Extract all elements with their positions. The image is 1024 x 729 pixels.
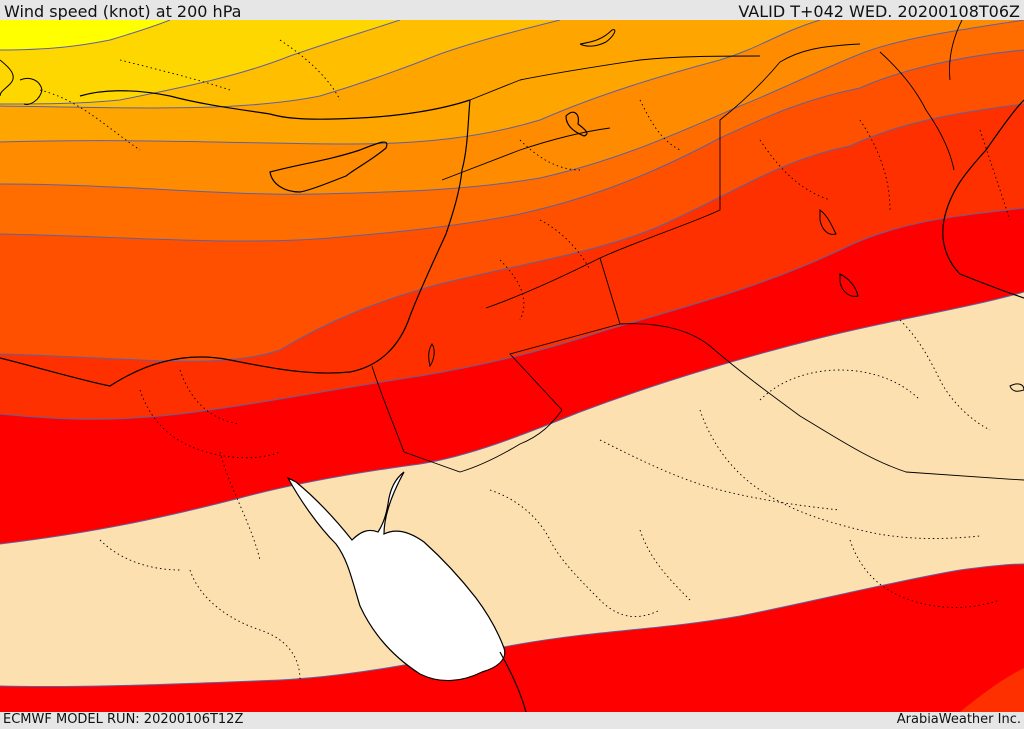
province-boundary — [99, 539, 301, 681]
weather-map — [0, 20, 1024, 712]
province-boundary — [639, 529, 1001, 608]
valid-time: VALID T+042 WED. 20200108T06Z — [738, 2, 1020, 21]
map-title: Wind speed (knot) at 200 hPa — [4, 2, 242, 21]
credit-label: ArabiaWeather Inc. — [896, 712, 1021, 727]
contour-line — [0, 20, 401, 105]
province-boundary — [139, 369, 281, 561]
contour-line — [0, 20, 561, 109]
coastline — [0, 29, 1024, 392]
coastline — [286, 471, 506, 682]
red-sea — [288, 472, 505, 681]
coastline — [0, 99, 471, 387]
contour-line — [0, 207, 1024, 420]
southern-jet-band — [0, 564, 1024, 712]
province-boundary — [489, 439, 841, 617]
country-border — [371, 43, 1024, 481]
contour-line — [0, 20, 821, 145]
coastline — [942, 99, 1024, 299]
province-boundary — [39, 39, 341, 151]
coastline — [79, 90, 471, 120]
province-boundary — [499, 99, 681, 321]
contour-line — [0, 20, 171, 51]
contour-line — [0, 20, 1024, 195]
coastline — [499, 651, 527, 712]
country-border — [879, 20, 963, 171]
province-boundary — [699, 369, 981, 539]
cyprus-coastline — [269, 141, 388, 193]
model-run: ECMWF MODEL RUN: 20200106T12Z — [3, 712, 244, 727]
contour-line — [0, 49, 1024, 242]
contour-line — [0, 291, 1024, 545]
southern-jet-core — [960, 668, 1024, 712]
province-boundary — [759, 119, 1011, 221]
province-boundary — [899, 319, 991, 431]
wind-band-1 — [0, 20, 170, 50]
contour-line — [0, 103, 1024, 362]
country-border — [441, 55, 761, 309]
contour-line — [0, 563, 1024, 688]
lake-coastline — [565, 111, 588, 137]
